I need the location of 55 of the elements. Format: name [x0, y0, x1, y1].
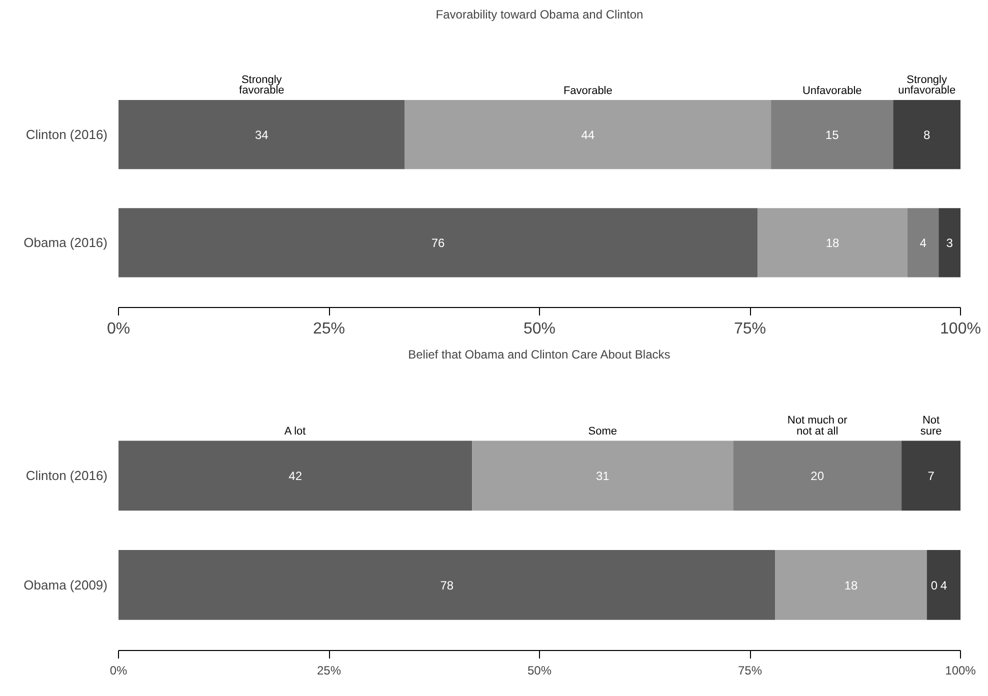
x-tick-label: 50%	[523, 320, 556, 338]
series-label: Strongly favorable	[239, 74, 284, 97]
bar	[472, 440, 734, 511]
data-label: 0	[930, 578, 938, 592]
bar	[902, 440, 960, 511]
bar	[118, 440, 472, 511]
bar	[938, 208, 960, 278]
data-label: 4	[920, 236, 927, 250]
data-label: 34	[254, 128, 269, 142]
x-tick-label: 75%	[734, 320, 766, 338]
series-label: Strongly unfavorable	[898, 74, 956, 97]
x-tick-label: 25%	[312, 320, 346, 338]
data-label: 76	[431, 236, 446, 250]
x-tick-label: 50%	[527, 664, 552, 678]
x-tick-label: 100%	[940, 320, 981, 338]
data-label: 18	[844, 578, 858, 592]
bar	[775, 550, 927, 620]
y-tick-label: Clinton (2016)	[26, 468, 108, 484]
bar	[758, 208, 908, 278]
data-label: 8	[923, 128, 930, 142]
bar	[733, 440, 902, 511]
bar	[771, 100, 894, 170]
y-tick-label: Obama (2009)	[24, 577, 108, 592]
x-tick-label: 0%	[110, 664, 128, 678]
bar	[118, 208, 758, 278]
chart-title: Belief that Obama and Clinton Care About Blacks	[408, 348, 670, 362]
bar	[926, 550, 960, 620]
series-label: A lot	[284, 426, 306, 438]
y-tick-label: Obama (2016)	[24, 235, 108, 250]
bar	[907, 208, 939, 278]
bar	[118, 100, 405, 170]
x-tick-label: 25%	[316, 664, 342, 678]
series-label: Unfavorable	[802, 84, 862, 97]
data-label: 78	[440, 578, 454, 592]
x-tick-label: 75%	[738, 664, 762, 678]
data-label: 15	[825, 128, 840, 142]
bar	[404, 100, 772, 170]
data-label: 31	[596, 469, 610, 484]
series-label: Not sure	[920, 414, 942, 438]
series-label: Favorable	[563, 84, 612, 97]
x-tick-label: 0%	[106, 320, 130, 338]
data-label: 44	[581, 128, 595, 142]
bar	[893, 100, 960, 170]
series-label: Not much or not at all	[787, 414, 848, 438]
data-label: 20	[810, 469, 824, 484]
bar	[118, 550, 776, 620]
data-label: 7	[928, 469, 935, 484]
chart-title: Favorability toward Obama and Clinton	[436, 8, 644, 22]
y-tick-label: Clinton (2016)	[26, 127, 108, 142]
data-label: 42	[288, 469, 302, 484]
series-label: Some	[588, 426, 618, 438]
data-label: 4	[940, 578, 948, 592]
x-tick-label: 100%	[945, 664, 976, 678]
data-label: 3	[946, 236, 954, 250]
data-label: 18	[826, 236, 840, 250]
